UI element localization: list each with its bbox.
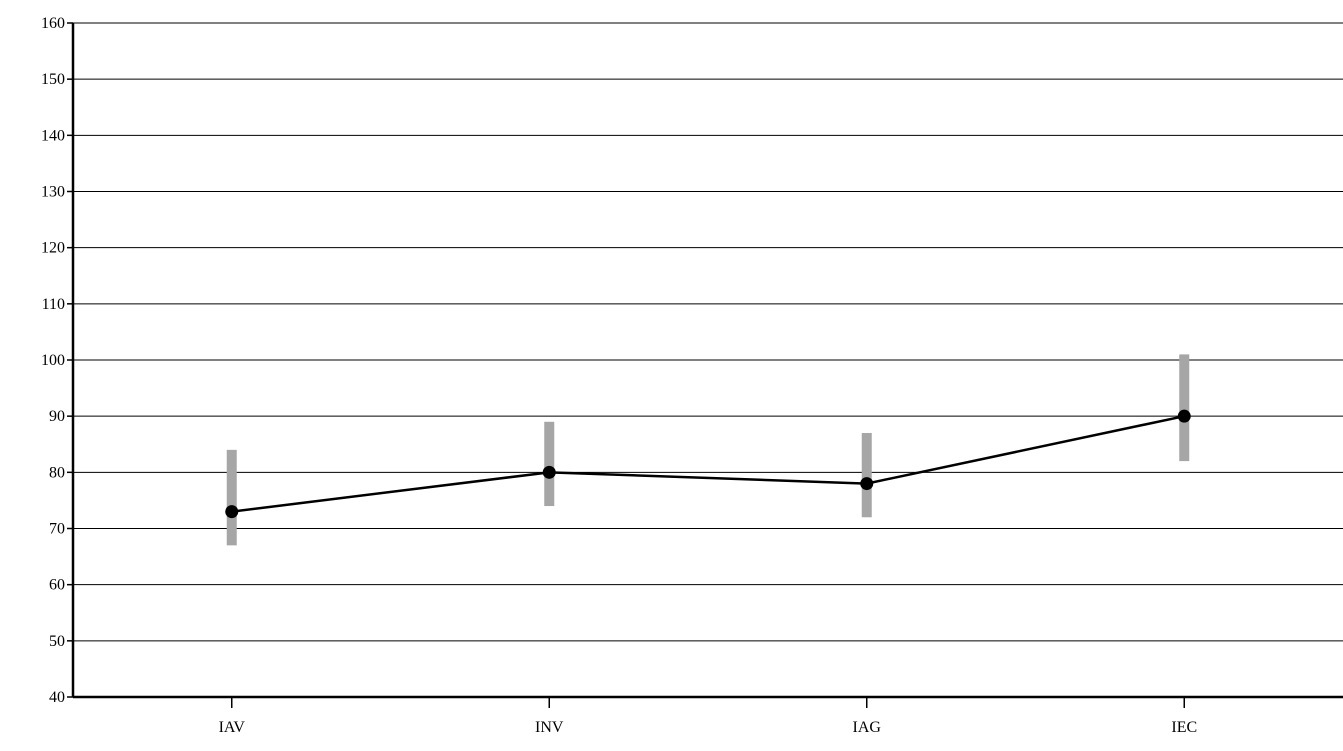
error-bar-iav — [226, 449, 237, 546]
series-line — [231, 414, 1185, 513]
y-tick-label: 130 — [41, 184, 65, 201]
x-axis-ticks: IAV INV IAG IEC — [219, 697, 1197, 736]
data-point-iag — [860, 477, 874, 491]
data-point-iav — [225, 505, 239, 519]
y-tick-label: 50 — [49, 633, 65, 650]
y-tick-label: 70 — [49, 521, 65, 538]
error-bar-inv — [544, 421, 555, 507]
x-tick-label-inv: INV — [535, 719, 564, 736]
data-series — [225, 409, 1191, 519]
y-tick-label: 160 — [41, 15, 65, 32]
data-point-iec — [1177, 409, 1191, 423]
gridlines — [73, 22, 1343, 642]
y-tick-label: 100 — [41, 352, 65, 369]
y-tick-label: 150 — [41, 71, 65, 88]
x-tick-label-iec: IEC — [1171, 719, 1197, 736]
error-bar-iag — [861, 433, 872, 518]
y-tick-label: 40 — [49, 689, 65, 706]
y-tick-label: 140 — [41, 127, 65, 144]
error-bars — [226, 354, 1190, 546]
y-tick-label: 120 — [41, 240, 65, 257]
x-tick-label-iav: IAV — [219, 719, 246, 736]
y-tick-label: 90 — [49, 408, 65, 425]
data-point-inv — [542, 465, 556, 479]
x-tick-label-iag: IAG — [853, 719, 882, 736]
error-bar-iec — [1179, 354, 1190, 462]
y-tick-label: 110 — [42, 296, 65, 313]
y-axis-ticks: 40 50 60 70 80 90 100 110 120 130 140 150 160 — [41, 15, 73, 706]
y-tick-label: 60 — [49, 577, 65, 594]
y-tick-label: 80 — [49, 464, 65, 481]
